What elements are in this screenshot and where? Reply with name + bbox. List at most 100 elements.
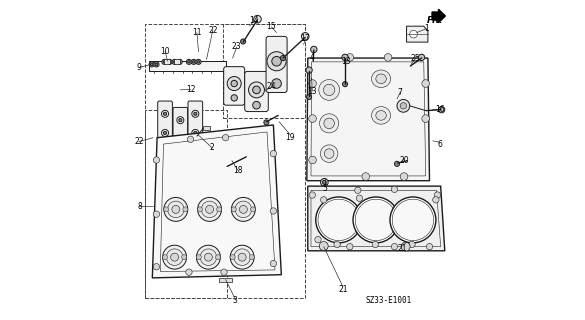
Circle shape [309,192,315,198]
Circle shape [155,63,158,66]
Ellipse shape [200,249,216,266]
Circle shape [319,242,328,251]
Circle shape [392,199,433,241]
Circle shape [230,255,235,260]
Ellipse shape [163,245,187,269]
Circle shape [315,236,321,243]
Circle shape [223,164,229,170]
Bar [164,59,170,64]
Ellipse shape [324,118,335,129]
Circle shape [309,115,316,123]
Circle shape [231,80,238,87]
Circle shape [161,129,168,136]
Circle shape [197,60,200,63]
Circle shape [167,59,172,64]
Circle shape [309,156,316,164]
Circle shape [401,242,410,251]
Ellipse shape [164,197,188,221]
Ellipse shape [376,111,386,120]
Circle shape [253,86,260,94]
FancyBboxPatch shape [245,71,269,112]
Ellipse shape [201,201,218,218]
FancyBboxPatch shape [188,101,202,141]
Circle shape [253,101,260,109]
Polygon shape [307,58,429,181]
Circle shape [311,46,317,52]
Circle shape [150,63,153,66]
Ellipse shape [166,249,183,266]
Ellipse shape [319,80,339,100]
Text: 25: 25 [411,53,421,62]
Circle shape [192,129,199,136]
Circle shape [397,100,410,112]
Circle shape [422,115,429,123]
Text: 7: 7 [398,88,402,97]
Ellipse shape [239,205,247,213]
Text: 17: 17 [301,35,310,44]
Circle shape [309,80,316,87]
Circle shape [280,55,285,60]
Text: 16: 16 [435,105,445,114]
Circle shape [301,33,309,40]
Circle shape [391,244,398,250]
Text: 20: 20 [399,156,409,165]
Bar [145,24,305,298]
Circle shape [250,207,256,212]
Ellipse shape [235,201,252,218]
Bar [174,59,180,64]
Text: 1: 1 [424,24,429,33]
Circle shape [191,59,197,64]
Circle shape [438,107,445,113]
Circle shape [372,241,378,248]
Circle shape [362,173,370,180]
Circle shape [316,197,362,243]
Circle shape [154,62,159,67]
Circle shape [272,79,281,88]
FancyArrow shape [432,9,445,23]
Ellipse shape [376,74,386,84]
Text: 3: 3 [232,296,237,305]
Text: 14: 14 [249,16,259,25]
Polygon shape [308,186,445,251]
Circle shape [179,138,182,141]
Circle shape [270,150,277,157]
Circle shape [177,59,183,64]
Ellipse shape [234,249,250,266]
Circle shape [355,199,397,241]
Circle shape [215,255,221,260]
Circle shape [227,76,241,91]
Text: 11: 11 [192,28,202,37]
Circle shape [172,59,177,64]
Circle shape [153,211,160,217]
Circle shape [245,154,249,158]
Circle shape [181,255,187,260]
Circle shape [173,60,176,63]
Circle shape [153,157,160,163]
Text: 12: 12 [186,85,195,94]
Circle shape [321,244,328,250]
Ellipse shape [371,70,391,87]
Bar [202,126,209,130]
Circle shape [334,241,340,248]
Circle shape [394,161,400,166]
Circle shape [231,207,236,212]
Circle shape [400,103,407,109]
Circle shape [400,173,408,180]
Circle shape [177,136,184,143]
Ellipse shape [198,197,222,221]
Circle shape [196,59,201,64]
Circle shape [163,112,167,116]
Polygon shape [152,125,281,278]
Ellipse shape [238,253,246,261]
Text: 4: 4 [310,53,315,62]
Circle shape [192,60,195,63]
Ellipse shape [167,201,184,218]
Circle shape [342,54,348,60]
Polygon shape [407,26,428,42]
Circle shape [198,207,202,212]
Circle shape [267,52,286,71]
FancyBboxPatch shape [158,101,173,141]
Text: SZ33-E1001: SZ33-E1001 [365,296,411,305]
Circle shape [254,15,261,23]
Text: 9: 9 [136,63,142,72]
